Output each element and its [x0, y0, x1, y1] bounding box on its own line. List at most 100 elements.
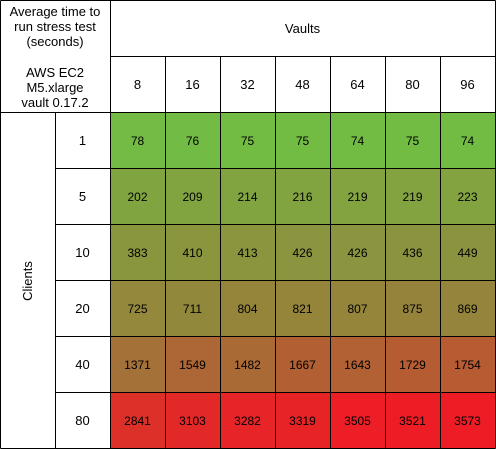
- row-label-40: 40: [75, 357, 89, 372]
- heatmap-cell: [385, 168, 440, 224]
- heatmap-cell: [220, 112, 275, 168]
- corner-title-line-2: run stress test: [14, 19, 96, 34]
- heatmap-cell: [220, 168, 275, 224]
- heatmap-cell: [165, 224, 220, 280]
- cell-value: 3505: [344, 414, 371, 428]
- heatmap-cell: [440, 168, 495, 224]
- cell-value: 223: [457, 190, 477, 204]
- corner-subtitle-line-2: M5.xlarge: [26, 80, 83, 95]
- corner-title: Average time to run stress test (seconds…: [10, 4, 101, 49]
- heatmap-cell: [165, 112, 220, 168]
- cell-value: 869: [457, 302, 477, 316]
- heatmap-cell: [440, 392, 495, 448]
- cell-value: 74: [461, 134, 475, 148]
- cell-value: 3573: [454, 414, 481, 428]
- cell-value: 436: [402, 246, 422, 260]
- heatmap-cell: [385, 112, 440, 168]
- corner-subtitle-line-1: AWS EC2: [26, 65, 84, 80]
- heatmap-cell: [385, 336, 440, 392]
- heatmap-cell: [440, 336, 495, 392]
- cell-value: 1754: [454, 358, 481, 372]
- heatmap-cell: [385, 392, 440, 448]
- heatmap-cell: [330, 224, 385, 280]
- cell-value: 426: [292, 246, 312, 260]
- heatmap-cell: [275, 112, 330, 168]
- heatmap-cells: 78 76 75 75 74 75 74 202 209 214 216 219 219 223 383 41…: [110, 112, 495, 448]
- cell-value: 449: [457, 246, 477, 260]
- heatmap-cell: [110, 280, 165, 336]
- heatmap-cell: [330, 168, 385, 224]
- heatmap-cell: [275, 336, 330, 392]
- cell-value: 426: [347, 246, 367, 260]
- heatmap-cell: [440, 224, 495, 280]
- column-label-32: 32: [240, 77, 254, 92]
- heatmap-cell: [220, 392, 275, 448]
- heatmap-cell: [165, 280, 220, 336]
- cell-value: 725: [127, 302, 147, 316]
- heatmap-cell: [330, 392, 385, 448]
- corner-title-line-1: Average time to: [10, 4, 101, 19]
- column-group-label: Vaults: [285, 21, 321, 36]
- heatmap-cell: [110, 168, 165, 224]
- cell-value: 75: [296, 134, 310, 148]
- cell-value: 3103: [179, 414, 206, 428]
- heatmap-cell: [330, 336, 385, 392]
- cell-value: 76: [186, 134, 200, 148]
- heatmap-cell: [385, 280, 440, 336]
- column-label-48: 48: [295, 77, 309, 92]
- cell-value: 216: [292, 190, 312, 204]
- heatmap-cell: [275, 168, 330, 224]
- axis-labels: 8 16 32 48 64 80 96 1 5 10 20 40 80: [75, 77, 474, 428]
- heatmap-cell: [110, 392, 165, 448]
- row-group-label: Clients: [20, 261, 35, 301]
- cell-value: 214: [237, 190, 257, 204]
- column-label-8: 8: [134, 77, 141, 92]
- heatmap-cell: [165, 392, 220, 448]
- heatmap-cell: [275, 280, 330, 336]
- cell-value: 804: [237, 302, 257, 316]
- heatmap-cell: [110, 224, 165, 280]
- cell-value: 219: [402, 190, 422, 204]
- heatmap-cell: [440, 280, 495, 336]
- cell-value: 1482: [234, 358, 261, 372]
- corner-subtitle: AWS EC2 M5.xlarge vault 0.17.2: [21, 65, 88, 110]
- heatmap-cell: [110, 112, 165, 168]
- cell-value: 711: [183, 302, 202, 316]
- heatmap-cell: [220, 280, 275, 336]
- heatmap-cell: [220, 224, 275, 280]
- cell-value: 75: [241, 134, 255, 148]
- cell-value: 3521: [399, 414, 426, 428]
- cell-value: 1549: [179, 358, 206, 372]
- cell-value: 1667: [289, 358, 316, 372]
- row-label-20: 20: [75, 301, 89, 316]
- heatmap-cell: [330, 280, 385, 336]
- cell-value: 413: [237, 246, 257, 260]
- cell-value: 875: [402, 302, 422, 316]
- cell-value: 202: [127, 190, 147, 204]
- cell-value: 3319: [289, 414, 316, 428]
- cell-value: 807: [347, 302, 367, 316]
- row-label-5: 5: [79, 189, 86, 204]
- cell-value: 3282: [234, 414, 261, 428]
- row-label-10: 10: [75, 245, 89, 260]
- cell-value: 383: [127, 246, 147, 260]
- column-label-64: 64: [350, 77, 364, 92]
- cell-value: 78: [131, 134, 145, 148]
- corner-subtitle-line-3: vault 0.17.2: [21, 95, 88, 110]
- cell-value: 75: [406, 134, 420, 148]
- cell-value: 1371: [124, 358, 151, 372]
- cell-value: 1729: [399, 358, 426, 372]
- heatmap-cell: [165, 336, 220, 392]
- column-label-80: 80: [405, 77, 419, 92]
- cell-value: 74: [351, 134, 365, 148]
- heatmap-cell: [385, 224, 440, 280]
- row-label-80: 80: [75, 413, 89, 428]
- cell-value: 209: [182, 190, 202, 204]
- heatmap-cell: [165, 168, 220, 224]
- heatmap-cell: [110, 336, 165, 392]
- corner-title-line-3: (seconds): [26, 34, 83, 49]
- cell-value: 2841: [124, 414, 151, 428]
- heatmap-cell: [330, 112, 385, 168]
- column-label-96: 96: [460, 77, 474, 92]
